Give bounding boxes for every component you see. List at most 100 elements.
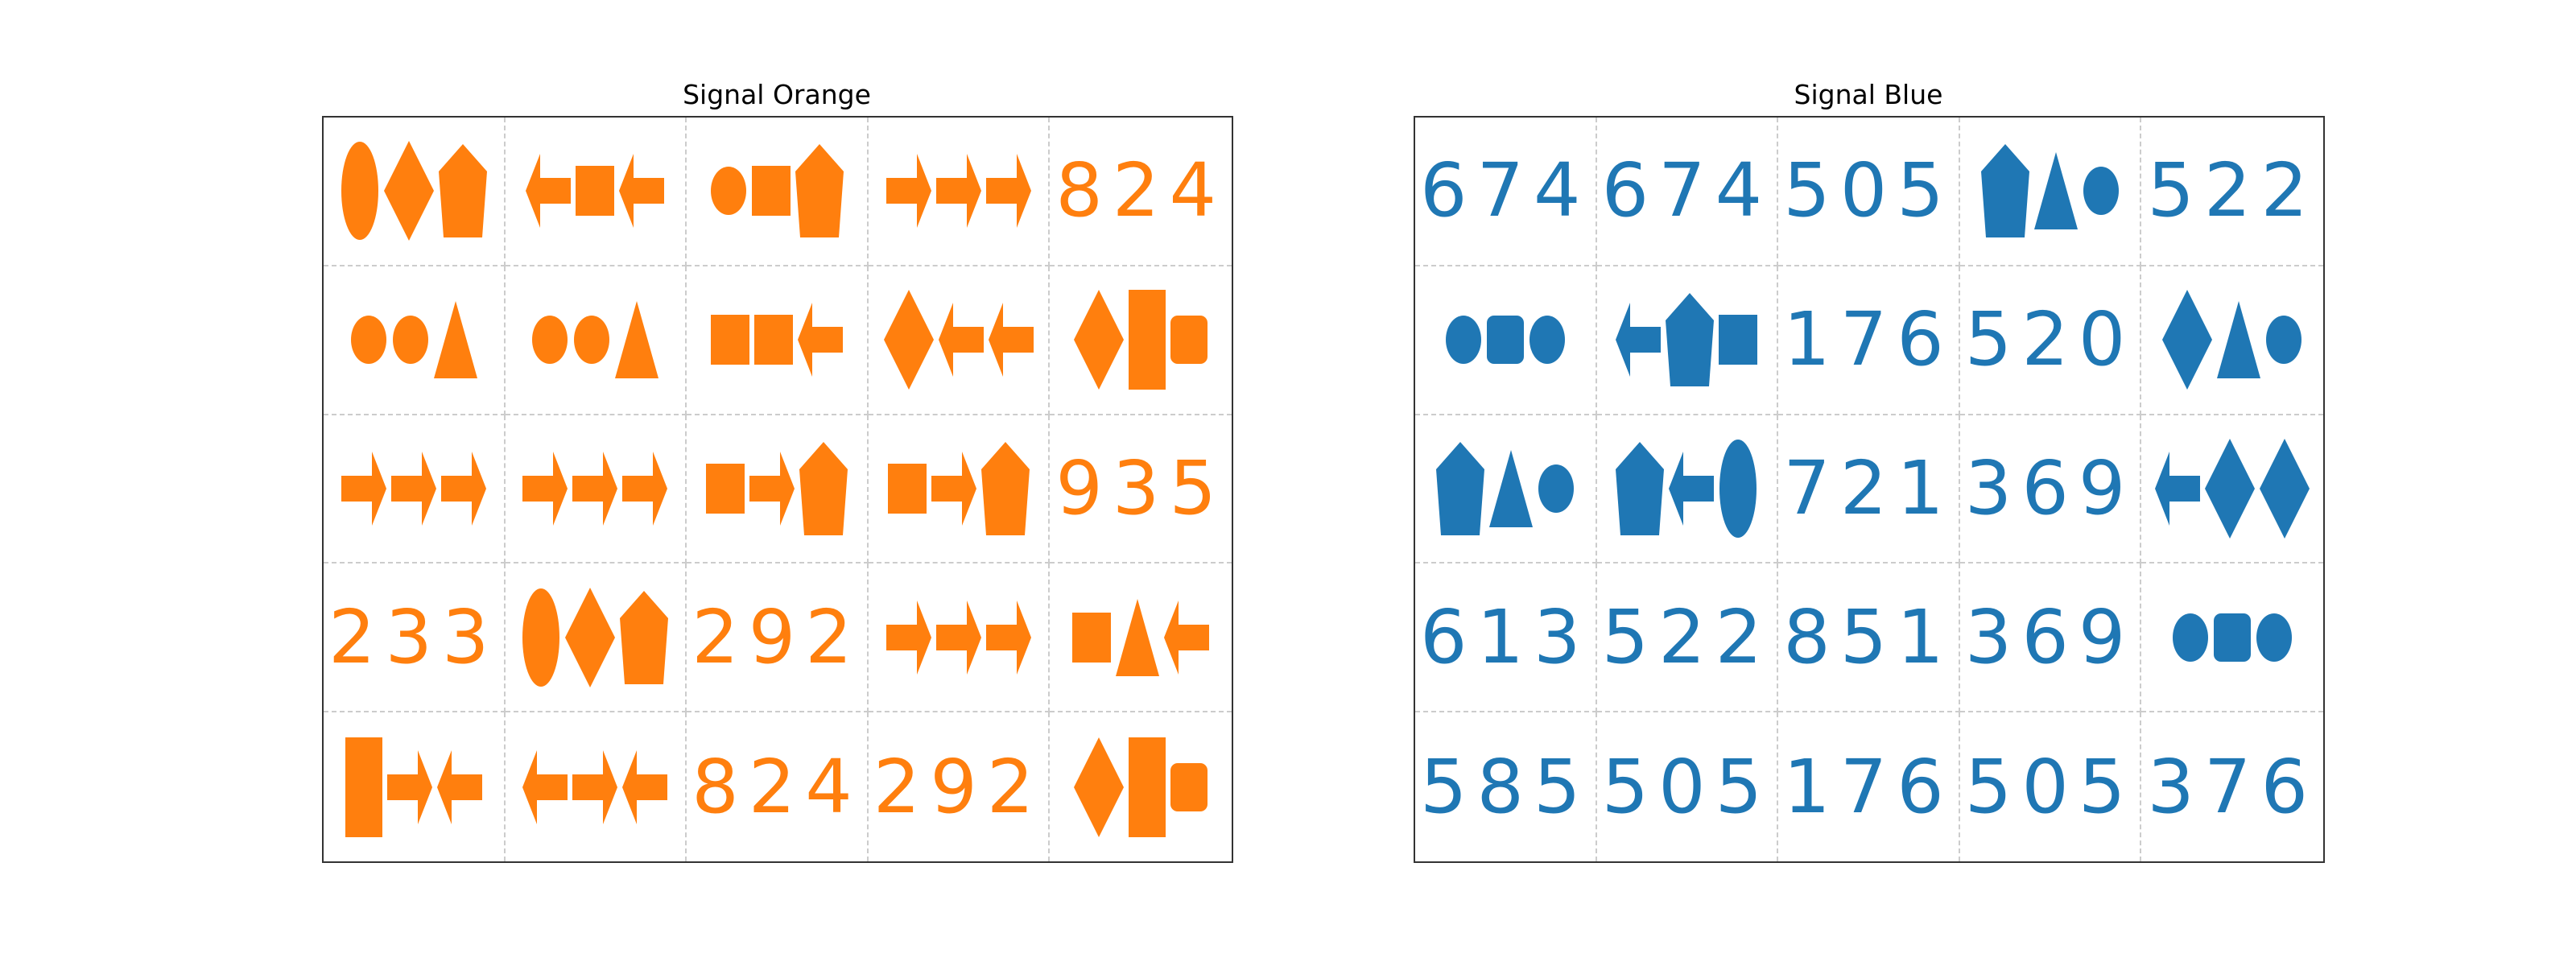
pentagon-icon	[620, 590, 669, 684]
cell-shapes	[887, 441, 1030, 535]
grid-cell: 505	[1778, 118, 1960, 266]
pentagon-icon	[1980, 144, 2029, 238]
arrow-left-icon	[1164, 600, 1210, 675]
arrow-right-icon	[985, 154, 1031, 229]
diamond-icon	[2162, 290, 2213, 390]
grid-cell: 292	[687, 564, 869, 713]
cell-number: 376	[2147, 743, 2318, 830]
grid-cell	[2141, 415, 2323, 564]
cell-number: 520	[1964, 296, 2136, 383]
pentagon-icon	[438, 144, 487, 238]
cell-shapes	[1616, 439, 1757, 539]
arrow-right-icon	[341, 451, 386, 526]
rect-tall-icon	[1129, 290, 1166, 390]
rect-tall-icon	[345, 737, 382, 837]
cell-number: 176	[1783, 743, 1954, 830]
square-icon	[887, 463, 927, 514]
ellipse-tall-icon	[522, 588, 560, 687]
pentagon-icon	[980, 441, 1030, 535]
grid-cell	[324, 118, 506, 266]
cell-shapes	[341, 141, 487, 242]
panel-title: Signal Blue	[1794, 79, 1943, 110]
grid-cell	[687, 266, 869, 415]
arrow-right-icon	[931, 451, 976, 526]
grid-cell	[324, 266, 506, 415]
cell-number: 585	[1419, 743, 1591, 830]
grid-cell: 520	[1959, 266, 2142, 415]
grid-cell	[868, 118, 1051, 266]
cell-shapes	[710, 303, 843, 378]
grid-signal-orange: 824 935 233 292 824 292	[322, 116, 1233, 863]
arrow-right-icon	[440, 451, 486, 526]
arrow-right-icon	[886, 600, 931, 675]
triangle-icon	[2217, 301, 2261, 379]
grid-cell: 721	[1778, 415, 1960, 564]
arrow-left-icon	[522, 749, 568, 824]
triangle-icon	[615, 301, 659, 379]
pentagon-icon	[1435, 441, 1484, 535]
ellipse-icon	[350, 316, 386, 365]
grid-cell: 585	[1415, 712, 1597, 861]
grid-cell: 176	[1778, 266, 1960, 415]
grid-cell: 824	[687, 712, 869, 861]
ellipse-icon	[392, 316, 428, 365]
arrow-right-icon	[386, 749, 432, 824]
ellipse-icon	[2256, 613, 2293, 662]
cell-number: 369	[1964, 593, 2136, 680]
grid-cell	[1050, 564, 1232, 713]
arrow-right-icon	[886, 154, 931, 229]
cell-shapes	[886, 154, 1031, 229]
arrow-left-icon	[526, 154, 572, 229]
cell-number: 233	[328, 593, 499, 680]
arrow-left-icon	[1616, 303, 1662, 378]
rounded-icon	[1170, 762, 1208, 811]
arrow-left-icon	[619, 154, 665, 229]
grid-cell: 233	[324, 564, 506, 713]
grid-cell: 824	[1050, 118, 1232, 266]
arrow-right-icon	[985, 600, 1031, 675]
grid-cell: 369	[1959, 564, 2142, 713]
arrow-right-icon	[572, 451, 618, 526]
cell-number: 935	[1055, 444, 1226, 531]
grid-cell: 674	[1415, 118, 1597, 266]
cell-shapes	[886, 600, 1031, 675]
cell-shapes	[1074, 290, 1208, 390]
square-icon	[576, 166, 615, 217]
cell-number: 674	[1419, 147, 1591, 234]
panel-signal-blue: Signal Blue 674 674 505 522 176 520 721 369 613 5…	[1414, 74, 2325, 863]
arrow-left-icon	[436, 749, 482, 824]
ellipse-tall-icon	[341, 142, 378, 241]
rounded-icon	[1170, 316, 1208, 365]
grid-cell: 369	[1959, 415, 2142, 564]
arrow-right-icon	[749, 451, 795, 526]
square-icon	[1072, 612, 1112, 663]
grid-cell: 505	[1960, 712, 2142, 861]
grid-cell	[2141, 564, 2323, 713]
grid-cell	[687, 118, 869, 266]
grid-cell	[2141, 266, 2323, 415]
cell-number: 851	[1783, 593, 1954, 680]
panel-signal-orange: Signal Orange 824 935 233 292 824 292	[322, 74, 1233, 863]
grid-cell	[868, 266, 1051, 415]
diamond-icon	[565, 587, 616, 687]
cell-shapes	[883, 290, 1034, 390]
rect-tall-icon	[1129, 737, 1166, 837]
ellipse-icon	[2083, 167, 2119, 216]
cell-number: 522	[1601, 593, 1773, 680]
cell-shapes	[1435, 441, 1575, 535]
cell-shapes	[705, 441, 848, 535]
arrow-left-icon	[622, 749, 668, 824]
grid-cell	[1959, 118, 2142, 266]
grid-cell: 522	[1596, 564, 1779, 713]
panel-title: Signal Orange	[683, 79, 871, 110]
cell-shapes	[522, 587, 669, 687]
grid-cell: 292	[869, 712, 1051, 861]
cell-number: 505	[1601, 743, 1773, 830]
grid-cell: 935	[1050, 415, 1232, 564]
grid-cell	[324, 415, 506, 564]
cell-shapes	[522, 749, 668, 824]
grid-cell: 522	[2141, 118, 2323, 266]
grid-cell	[505, 266, 687, 415]
cell-number: 292	[873, 743, 1044, 830]
grid-cell: 505	[1597, 712, 1779, 861]
